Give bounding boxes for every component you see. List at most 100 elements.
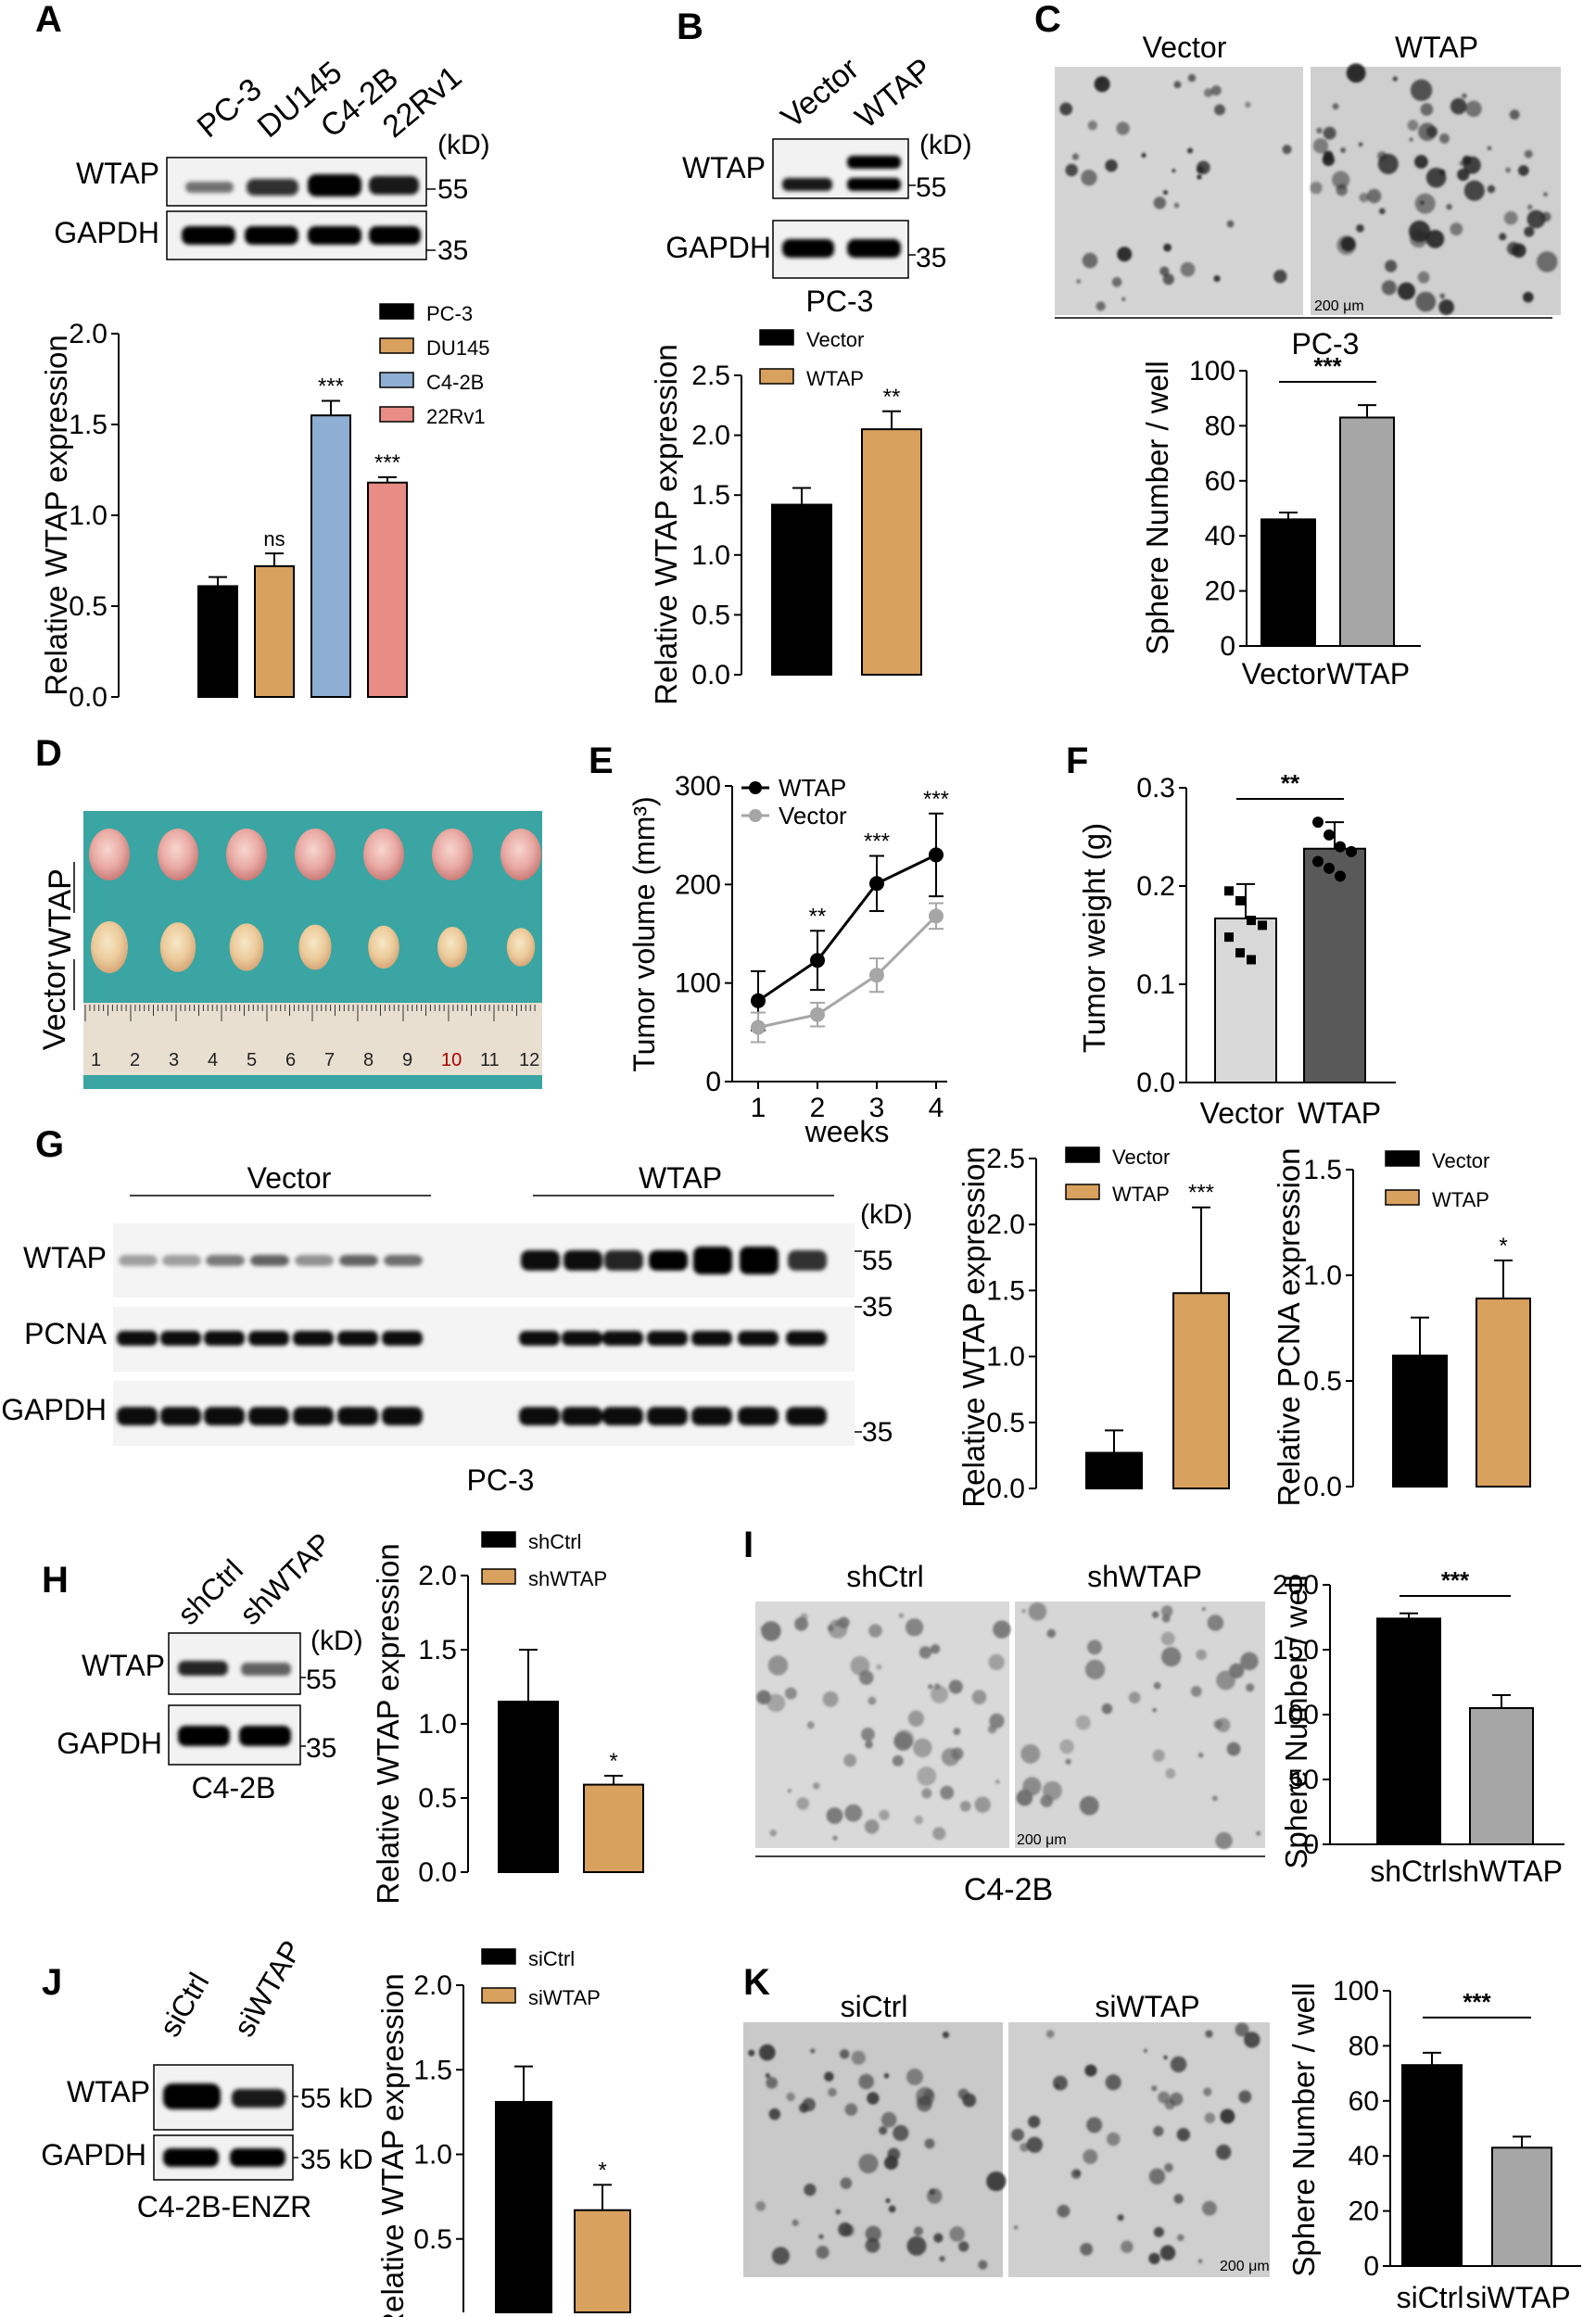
band: [847, 239, 901, 258]
sphere: [993, 1620, 1011, 1639]
data-point: [751, 1019, 766, 1035]
y-tick-label: 80: [1205, 411, 1235, 441]
band: [239, 1726, 291, 1746]
sphere: [1215, 2144, 1232, 2160]
significance-label: *: [598, 2158, 606, 2183]
y-tick-label: 1.5: [691, 480, 730, 511]
blot-bands: [117, 1247, 827, 1425]
y-tick-label: 50: [1288, 1765, 1319, 1795]
sphere: [1148, 2252, 1160, 2265]
sphere: [1366, 188, 1382, 204]
image-label: WTAP: [1395, 31, 1478, 64]
x-axis-label: weeks: [804, 1115, 890, 1148]
panel-label-b: B: [677, 6, 703, 47]
panel-label-i: I: [743, 1525, 754, 1565]
cell-line-label: C4-2B: [192, 1771, 276, 1804]
lane-label: shCtrl: [171, 1552, 249, 1631]
sphere: [1203, 88, 1213, 97]
y-tick-label: 20: [1205, 576, 1235, 607]
blot-row-label: WTAP: [82, 1649, 165, 1682]
sphere: [957, 2088, 969, 2100]
legend-swatch: [481, 1531, 516, 1548]
sphere: [1425, 167, 1447, 188]
tumor: [506, 928, 536, 967]
sphere: [893, 1731, 913, 1752]
sphere: [859, 1670, 874, 1685]
band: [691, 1407, 732, 1425]
group-label: Vector: [37, 961, 72, 1050]
y-tick-label: 0.5: [691, 600, 730, 630]
y-tick-label: 0.3: [1136, 773, 1175, 804]
band: [178, 1726, 230, 1746]
data-point: [869, 968, 884, 983]
y-tick-label: 1.0: [413, 2140, 452, 2171]
band: [160, 1331, 201, 1346]
sphere: [1505, 167, 1511, 173]
sphere: [1160, 1605, 1173, 1617]
sphere: [1235, 2022, 1249, 2037]
sphere: [1020, 1743, 1041, 1764]
sphere: [1216, 1670, 1236, 1690]
sphere: [1414, 155, 1428, 169]
kd-marker: 55 kD: [300, 2083, 373, 2114]
legend-label: PC-3: [426, 302, 473, 325]
sphere: [1215, 1831, 1233, 1850]
significance-label: **: [809, 904, 827, 929]
data-point: [929, 908, 944, 924]
sphere: [1021, 1609, 1026, 1614]
bar: [1339, 416, 1395, 647]
y-tick-label: 0.5: [986, 1408, 1025, 1438]
sphere: [1028, 1602, 1047, 1621]
legend-swatch: [1385, 1150, 1420, 1167]
sphere: [844, 2103, 858, 2116]
sphere: [1187, 73, 1197, 82]
y-tick-label: 2.5: [691, 361, 730, 391]
series-line: [757, 915, 938, 1029]
sphere: [1378, 208, 1386, 215]
kd-marker: 55: [862, 1246, 893, 1276]
sphere: [1143, 2048, 1148, 2053]
sphere: [1414, 193, 1436, 214]
sphere: [1356, 224, 1364, 233]
sphere: [769, 1830, 778, 1837]
band: [248, 1331, 289, 1346]
ruler-number: 4: [208, 1050, 218, 1070]
y-tick-label: 100: [1189, 356, 1235, 386]
data-point: [1235, 948, 1245, 958]
sphere: [1161, 1614, 1171, 1623]
sphere: [1151, 1611, 1159, 1618]
sphere: [1117, 2214, 1124, 2222]
y-tick-label: 1.5: [413, 2055, 452, 2085]
sphere: [1086, 2117, 1103, 2133]
sphere: [1111, 277, 1122, 287]
data-point: [1224, 886, 1234, 896]
sphere: [1076, 278, 1082, 285]
sphere-images-c: Vector WTAP 200 μm PC-3: [1055, 31, 1561, 361]
y-axis-label: Relative WTAP expression: [39, 335, 73, 695]
sphere: [865, 2225, 881, 2242]
sphere: [1522, 291, 1534, 303]
cell-line-label: C4-2B-ENZR: [137, 2190, 311, 2223]
blot-row-label: WTAP: [23, 1241, 107, 1274]
sphere: [1256, 1830, 1261, 1836]
sphere: [1162, 273, 1174, 285]
sphere: [949, 2226, 966, 2242]
band: [519, 1331, 560, 1346]
y-tick-label: 2.0: [69, 319, 108, 349]
band: [162, 1255, 201, 1266]
sphere: [851, 2050, 866, 2065]
bar: [574, 2209, 631, 2314]
sphere: [1148, 2168, 1166, 2185]
sphere: [1340, 236, 1356, 252]
data-point: [810, 1007, 825, 1022]
bar: [1401, 2064, 1463, 2267]
sphere: [1101, 1703, 1113, 1715]
significance-label: ***: [1188, 1181, 1214, 1206]
blot-row-label: GAPDH: [41, 2138, 146, 2171]
sphere: [933, 1683, 941, 1690]
sphere: [888, 2205, 896, 2213]
sphere: [989, 1713, 1005, 1729]
sphere: [843, 1754, 857, 1767]
